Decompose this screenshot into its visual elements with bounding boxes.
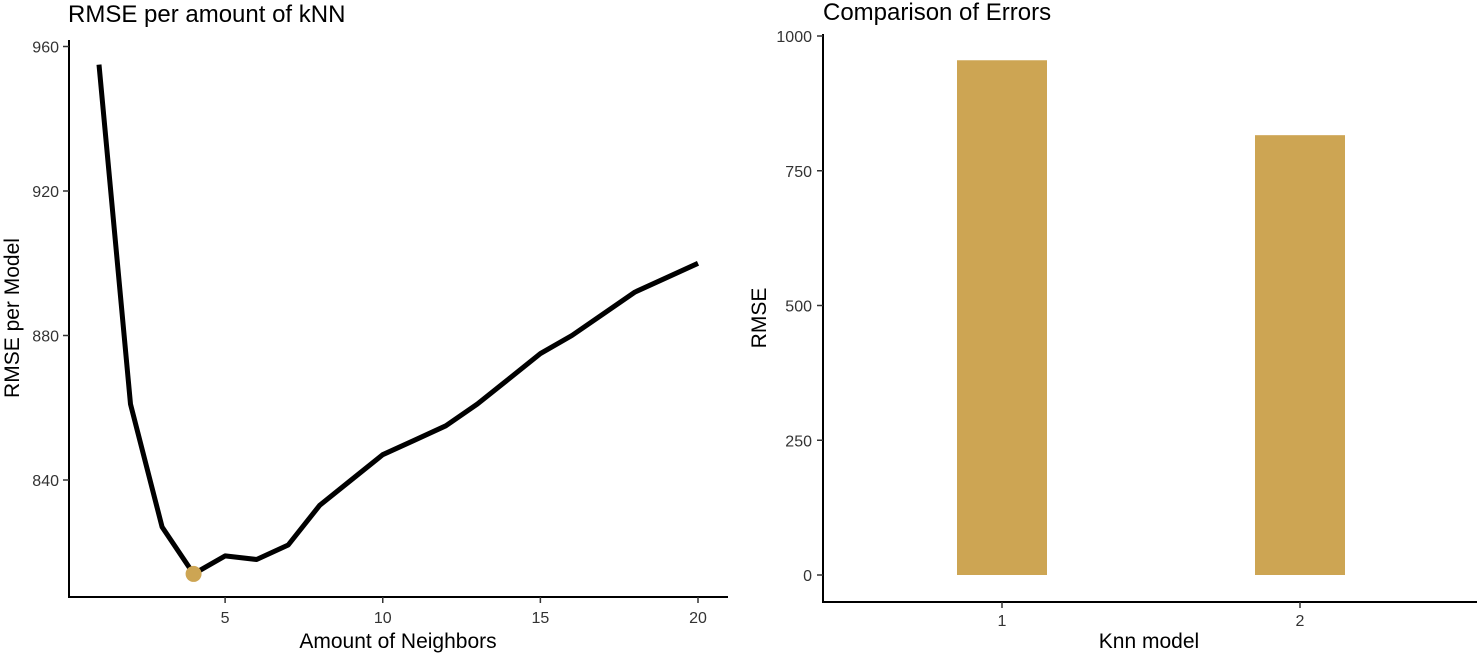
bar-chart-y-tick-label: 1000 bbox=[776, 29, 812, 46]
bar-chart-x-tick-label: 1 bbox=[998, 613, 1007, 630]
bar-chart-x-label: Knn model bbox=[1099, 630, 1199, 653]
bar-knn-model-2 bbox=[1255, 135, 1345, 575]
line-chart: RMSE per amount of kNN Amount of Neighbo… bbox=[1, 1, 728, 653]
bar-chart-y-tick-label: 500 bbox=[785, 299, 812, 316]
rmse-series-line bbox=[96, 64, 700, 577]
bar-chart-y-tick-label: 250 bbox=[785, 433, 812, 450]
bar-knn-model-1 bbox=[957, 60, 1047, 575]
bar-chart: Comparison of Errors Knn model RMSE 0250… bbox=[748, 0, 1477, 653]
min-rmse-point bbox=[185, 565, 202, 582]
line-chart-x-tick-label: 5 bbox=[221, 610, 230, 627]
line-chart-x-tick-label: 10 bbox=[374, 610, 392, 627]
line-chart-title: RMSE per amount of kNN bbox=[68, 1, 345, 28]
line-chart-x-tick-label: 15 bbox=[531, 610, 549, 627]
bar-chart-title: Comparison of Errors bbox=[823, 0, 1051, 26]
line-chart-y-tick-label: 920 bbox=[32, 184, 59, 201]
line-chart-x-label: Amount of Neighbors bbox=[299, 630, 496, 653]
line-chart-y-label: RMSE per Model bbox=[1, 238, 24, 398]
bar-chart-y-label: RMSE bbox=[748, 288, 771, 349]
bar-chart-x-tick-label: 2 bbox=[1296, 613, 1305, 630]
line-chart-y-tick-label: 960 bbox=[32, 40, 59, 57]
bar-chart-y-tick-label: 750 bbox=[785, 164, 812, 181]
line-chart-x-tick-label: 20 bbox=[689, 610, 707, 627]
bar-chart-y-tick-label: 0 bbox=[803, 568, 812, 585]
line-chart-y-tick-label: 880 bbox=[32, 329, 59, 346]
line-chart-y-tick-label: 840 bbox=[32, 473, 59, 490]
